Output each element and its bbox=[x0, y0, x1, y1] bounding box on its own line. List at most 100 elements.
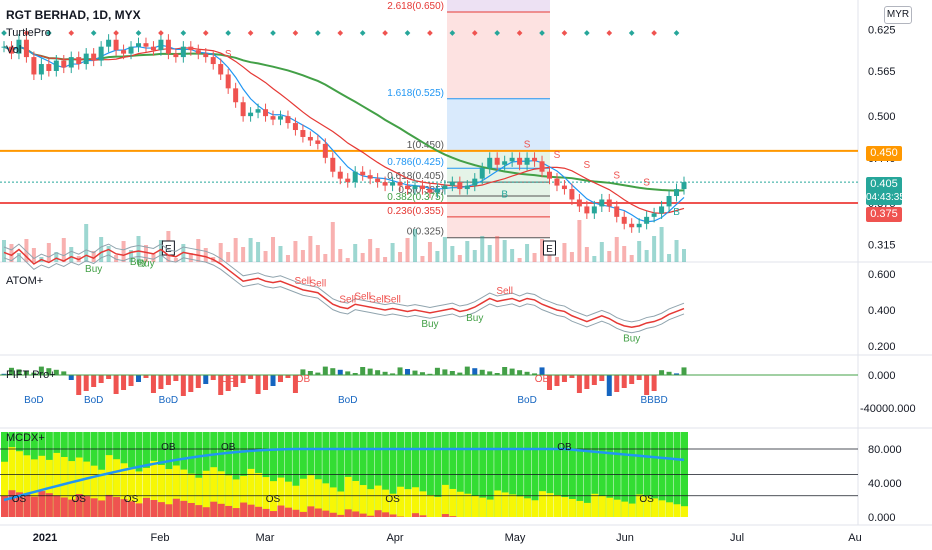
candle-body bbox=[464, 185, 470, 190]
price-axis-tick: 0.500 bbox=[868, 111, 896, 123]
mcdx-bar-yellow bbox=[284, 481, 292, 517]
candle-body bbox=[277, 116, 283, 120]
candle-body bbox=[91, 53, 97, 61]
mcdx-bar-red bbox=[105, 494, 113, 517]
candle-body bbox=[345, 178, 351, 183]
candle-body bbox=[233, 88, 239, 103]
fift-bar bbox=[98, 375, 104, 383]
signal-diamond bbox=[158, 30, 164, 36]
fift-bar bbox=[173, 375, 179, 381]
signal-diamond bbox=[673, 30, 680, 36]
symbol-title: RGT BERHAD, 1D, MYX bbox=[6, 8, 141, 22]
candle-body bbox=[76, 57, 82, 65]
mcdx-bar-red bbox=[30, 496, 38, 517]
candle-body bbox=[38, 64, 44, 75]
volume-bar bbox=[652, 236, 657, 262]
fift-bar bbox=[539, 367, 545, 375]
mcdx-bar-yellow bbox=[426, 494, 434, 517]
fift-bar bbox=[315, 372, 321, 375]
volume-bar bbox=[54, 252, 59, 262]
mcdx-ob-label: OB bbox=[161, 442, 176, 453]
candle-body bbox=[330, 157, 336, 172]
mcdx-bar-red bbox=[98, 500, 106, 517]
volume-bar bbox=[271, 237, 276, 262]
indicator-vol-label[interactable]: Vol bbox=[6, 44, 22, 56]
mcdx-bar-red bbox=[359, 513, 367, 517]
currency-button[interactable]: MYR bbox=[884, 6, 912, 24]
fift-bar bbox=[233, 375, 239, 387]
atom-buy-signal: Buy bbox=[130, 257, 147, 268]
volume-bar bbox=[487, 245, 492, 262]
fib-level-label: 0.786(0.425) bbox=[387, 157, 444, 168]
mcdx-bar-red bbox=[90, 498, 98, 517]
volume-bar bbox=[390, 243, 395, 262]
candle-body bbox=[405, 185, 411, 190]
mcdx-bar-yellow bbox=[113, 459, 121, 517]
volume-bar bbox=[151, 254, 156, 262]
earnings-marker bbox=[542, 240, 556, 256]
fift-bar bbox=[449, 371, 455, 375]
candle-body bbox=[248, 112, 254, 117]
mcdx-bar-yellow bbox=[374, 485, 382, 517]
volume-bar bbox=[517, 258, 522, 262]
fift-bar bbox=[195, 375, 201, 388]
candle-body bbox=[681, 182, 687, 190]
fift-bar bbox=[532, 373, 538, 375]
mcdx-bar-yellow bbox=[128, 467, 136, 517]
mcdx-bar-red bbox=[225, 505, 233, 517]
fift-bar bbox=[270, 375, 276, 386]
candle-body bbox=[629, 223, 635, 228]
mcdx-bar-yellow bbox=[576, 500, 584, 517]
mcdx-bar-yellow bbox=[90, 465, 98, 517]
mcdx-bar-yellow bbox=[419, 491, 427, 517]
mcdx-bar-red bbox=[202, 507, 210, 517]
fift-bar bbox=[375, 370, 381, 375]
fift-bar bbox=[277, 375, 283, 382]
price-axis-tick: 0.315 bbox=[868, 240, 896, 252]
fib-level-label: 1.618(0.525) bbox=[387, 88, 444, 99]
volume-bar bbox=[338, 249, 343, 262]
volume-bar bbox=[375, 248, 380, 262]
fift-bod-label: BoD bbox=[24, 395, 43, 406]
sell-marker: S bbox=[584, 160, 591, 171]
volume-bar bbox=[293, 241, 298, 262]
mcdx-bar-red bbox=[8, 490, 16, 517]
fib-level-label: 2.618(0.650) bbox=[387, 1, 444, 12]
volume-bar bbox=[46, 243, 51, 262]
indicator-turtlepro-label[interactable]: TurtlePro bbox=[6, 27, 51, 39]
price-tag-support: 0.375 bbox=[866, 207, 902, 222]
mcdx-bar-yellow bbox=[299, 478, 307, 517]
fift-bod-label: BBBD bbox=[640, 395, 667, 406]
volume-bar bbox=[510, 249, 515, 262]
fift-bar bbox=[569, 375, 575, 378]
mcdx-bar-yellow bbox=[621, 501, 629, 517]
mcdx-ob-label: OB bbox=[557, 442, 572, 453]
volume-bar bbox=[24, 239, 29, 262]
atom-axis-tick: 0.400 bbox=[868, 305, 896, 317]
mcdx-bar-yellow bbox=[471, 495, 479, 517]
mcdx-bar-red bbox=[15, 492, 23, 517]
mcdx-bar-yellow bbox=[464, 493, 472, 517]
signal-diamond bbox=[584, 30, 590, 36]
candle-body bbox=[561, 185, 567, 190]
candle-body bbox=[352, 171, 358, 183]
mcdx-os-label: OS bbox=[639, 494, 654, 505]
signal-diamond bbox=[270, 30, 276, 36]
candle-body bbox=[375, 178, 381, 183]
fift-bar bbox=[158, 375, 164, 389]
fift-bar bbox=[509, 368, 515, 375]
mcdx-bar-yellow bbox=[344, 476, 352, 517]
volume-bar bbox=[241, 247, 246, 262]
fift-bar bbox=[225, 375, 231, 391]
volume-bar bbox=[203, 248, 208, 262]
fib-level-label: 1(0.450) bbox=[407, 140, 444, 151]
mcdx-bar-yellow bbox=[105, 455, 113, 517]
atom-sell-signal: Sell bbox=[339, 295, 356, 306]
price-tag-last: 0.405 04:43:35 bbox=[866, 177, 905, 205]
mcdx-bar-yellow bbox=[187, 473, 195, 517]
volume-bar bbox=[278, 246, 283, 262]
mcdx-bar-yellow bbox=[30, 459, 38, 517]
signal-diamond bbox=[561, 30, 568, 36]
signal-diamond bbox=[68, 30, 75, 36]
